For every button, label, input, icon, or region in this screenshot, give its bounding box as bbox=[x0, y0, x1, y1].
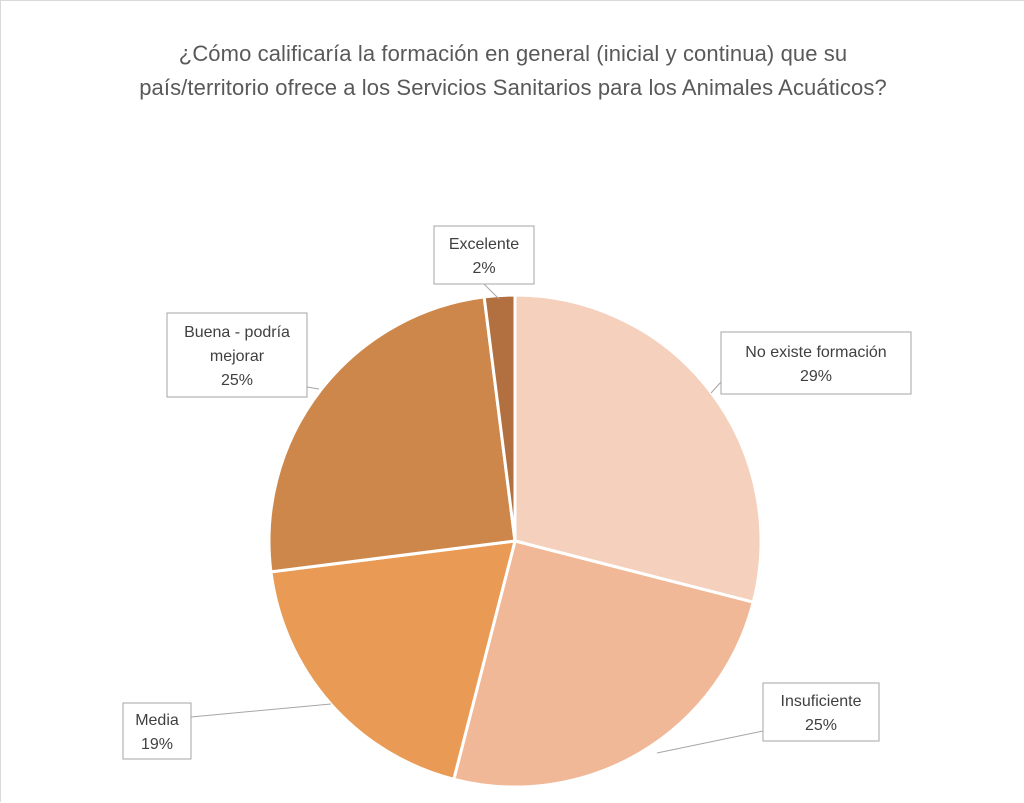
data-label-category: No existe formación bbox=[745, 344, 886, 361]
data-label-value: 25% bbox=[221, 372, 253, 389]
data-label-category: Media bbox=[135, 712, 179, 729]
data-label-value: 25% bbox=[805, 717, 837, 734]
leader-line bbox=[710, 381, 722, 394]
chart-title-line-2: país/territorio ofrece a los Servicios S… bbox=[139, 75, 887, 100]
data-label-category: Excelente bbox=[449, 236, 519, 253]
callout-box bbox=[166, 312, 308, 398]
callout-box bbox=[720, 331, 912, 395]
pie-slice-buena-podría-mejorar bbox=[267, 295, 517, 574]
pie-slice-insuficiente bbox=[451, 539, 756, 789]
data-label-category: Insuficiente bbox=[781, 693, 862, 710]
data-label-value: 29% bbox=[800, 368, 832, 385]
leader-line bbox=[190, 703, 332, 718]
leader-line bbox=[306, 386, 320, 390]
data-label-callout: Insuficiente 25% bbox=[762, 682, 880, 742]
leader-line bbox=[483, 283, 500, 300]
pie-slice-no-existe-formación bbox=[513, 293, 763, 605]
chart-title-line-1: ¿Cómo calificaría la formación en genera… bbox=[178, 41, 848, 66]
data-label-category: Buena - podría bbox=[184, 324, 290, 341]
data-label-callout: Excelente 2% bbox=[433, 225, 535, 285]
data-label-value: 2% bbox=[472, 260, 495, 277]
data-label-callout: No existe formación 29% bbox=[720, 331, 912, 395]
callout-box bbox=[762, 682, 880, 742]
callout-box bbox=[122, 702, 192, 760]
pie-slice-excelente bbox=[482, 293, 517, 542]
leader-line bbox=[656, 730, 764, 754]
data-label-callout: Buena - podría mejorar 25% bbox=[166, 312, 308, 398]
data-label-value: 19% bbox=[141, 736, 173, 753]
data-label-category: mejorar bbox=[210, 348, 265, 365]
data-label-callout: Media 19% bbox=[122, 702, 192, 760]
callout-box bbox=[433, 225, 535, 285]
